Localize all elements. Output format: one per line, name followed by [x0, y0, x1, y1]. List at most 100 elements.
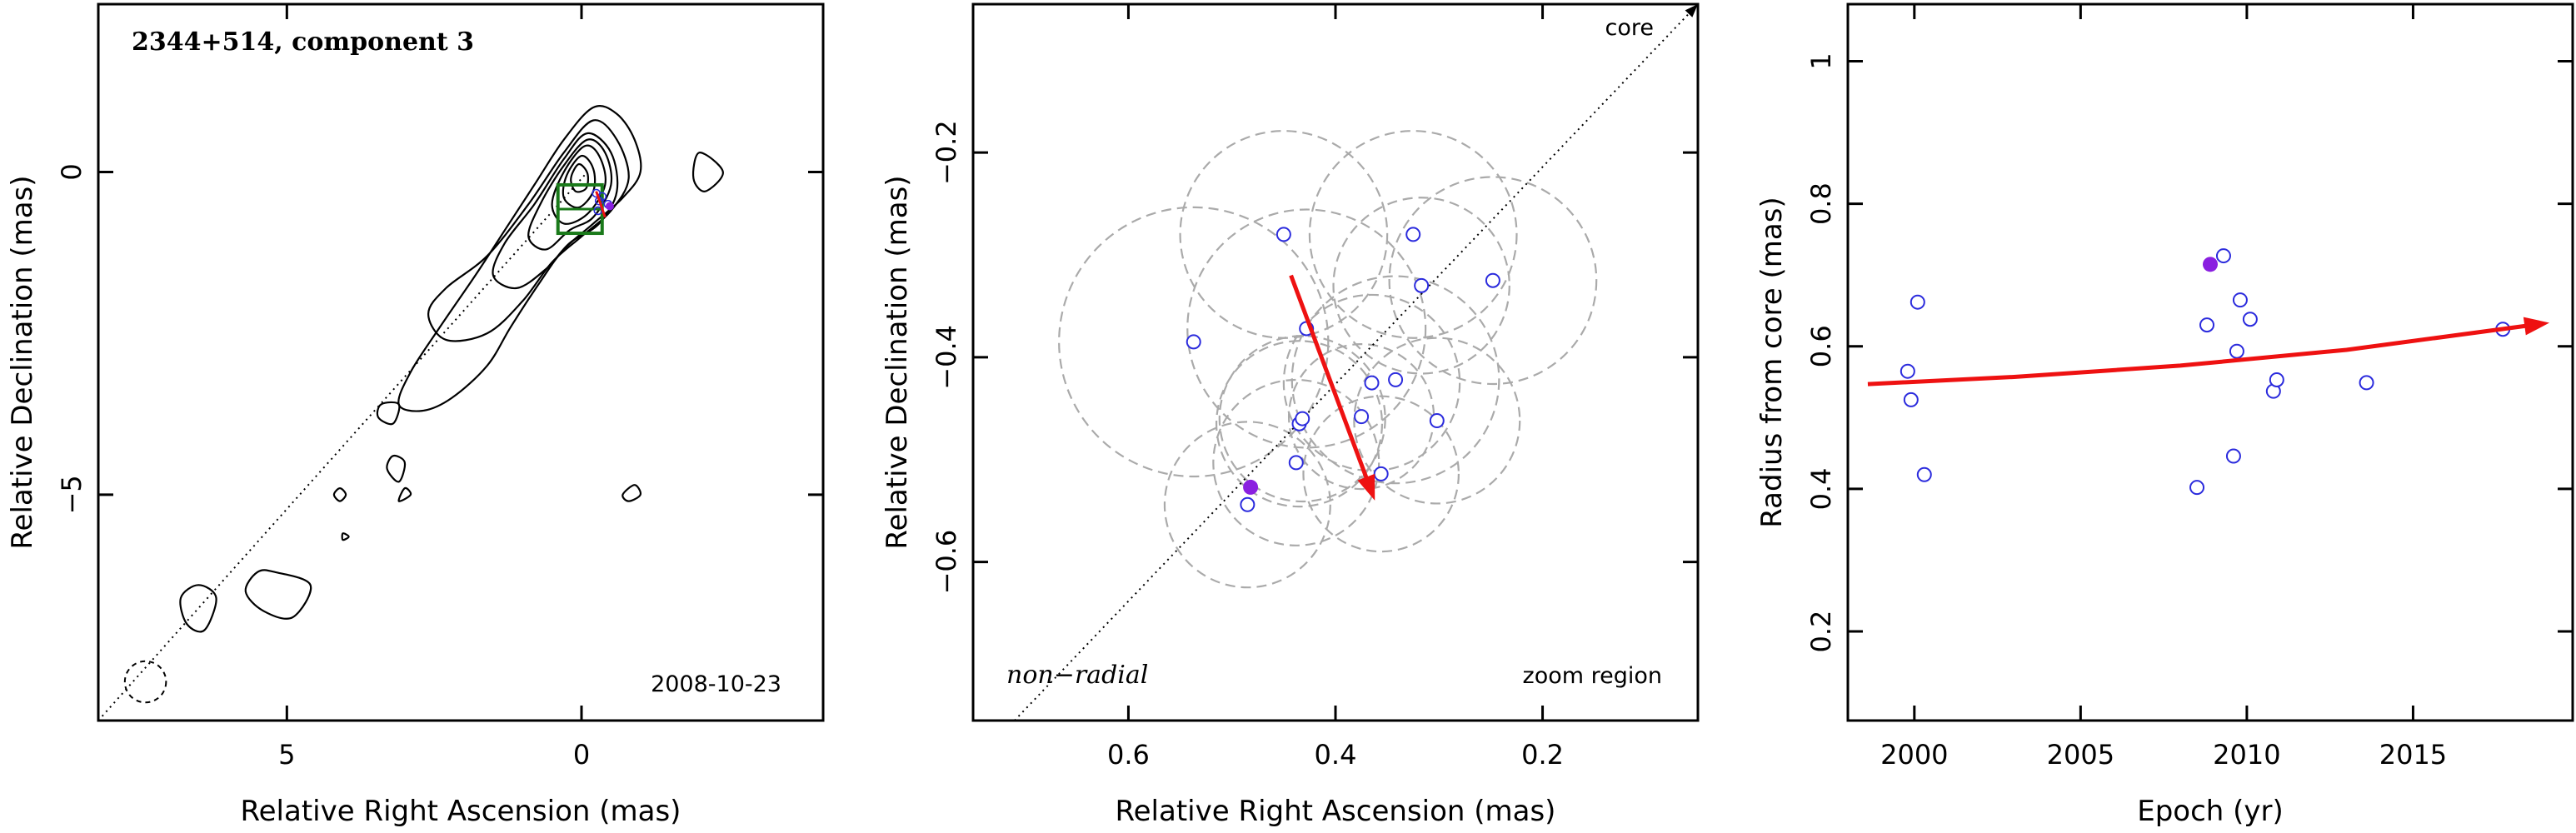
p3-data-point	[2225, 448, 2241, 464]
p1-ticks: 5 0 0 −5	[56, 4, 823, 771]
p2-filled-point	[1243, 479, 1259, 495]
p1-ylabel: Relative Declination (mas)	[6, 175, 39, 549]
p3-ytick-label: 0.4	[1805, 467, 1837, 510]
p1-motion-arrow	[595, 191, 607, 218]
p3-fit-arrowhead	[2523, 317, 2550, 336]
p1-contour	[397, 486, 412, 502]
p2-motion-arrowhead	[1357, 473, 1375, 501]
p2-error-circle	[1302, 395, 1460, 553]
p2-xtick-label: 0.2	[1521, 739, 1564, 771]
p3-data-point	[2232, 292, 2248, 308]
p2-motion-arrow	[1289, 274, 1370, 485]
p1-contour	[692, 152, 724, 192]
p2-ytick-label: −0.2	[931, 120, 962, 185]
p3-ylabel: Radius from core (mas)	[1755, 197, 1789, 527]
p2-content	[1013, 4, 1698, 721]
p2-data-point	[1276, 227, 1291, 242]
p3-ytick-label: 0.2	[1805, 611, 1837, 653]
p3-filled-point	[2203, 257, 2218, 272]
p1-jet-axis-line	[98, 171, 588, 721]
p2-data-point	[1373, 466, 1389, 481]
p3-data-point	[2199, 317, 2215, 333]
p1-contour	[179, 584, 217, 633]
p1-contour	[527, 138, 613, 251]
p2-data-point	[1364, 375, 1380, 391]
p1-contour	[562, 154, 597, 209]
p1-contour	[622, 484, 642, 502]
p2-nonradial-label: non−radial	[1006, 661, 1148, 690]
p3-xtick-label: 2000	[1880, 739, 1948, 771]
p1-frame	[97, 2, 825, 722]
p2-data-point	[1186, 334, 1201, 350]
p2-data-point	[1414, 277, 1430, 293]
p1-xtick-label: 0	[573, 739, 590, 771]
p2-data-point	[1429, 413, 1445, 429]
p1-contour	[397, 105, 642, 412]
p3-ytick-label: 0.6	[1805, 325, 1837, 367]
p1-xtick-label: 5	[278, 739, 295, 771]
p1-filled-point	[605, 202, 614, 211]
p2-xtick-label: 0.6	[1107, 739, 1150, 771]
p3-data-point	[1900, 363, 1915, 379]
p3-data-point	[2229, 343, 2244, 359]
p3-ytick-label: 0.8	[1805, 182, 1837, 225]
p2-error-circle	[1388, 176, 1598, 386]
p3-ytick-label: 1	[1805, 52, 1837, 69]
p3-data-point	[2269, 372, 2284, 387]
p3-data-point	[2242, 312, 2258, 327]
p2-error-circle	[1332, 197, 1510, 375]
p2-data-point	[1405, 227, 1421, 242]
p1-ytick-label: −5	[56, 475, 87, 514]
p1-ytick-label: 0	[56, 163, 87, 180]
p1-contour	[551, 144, 607, 225]
p1-date-label: 2008-10-23	[651, 671, 781, 697]
p1-title: 2344+514, component 3	[132, 27, 474, 57]
panel-contour-map: 5 0 0 −5 2344+514, component 3 2008-10-23 R…	[6, 2, 825, 828]
p2-error-circle	[1212, 378, 1380, 546]
p1-contour	[341, 532, 350, 541]
p2-error-circle	[1058, 206, 1330, 478]
p3-data-point	[2215, 248, 2231, 264]
p2-ytick-label: −0.4	[931, 325, 962, 390]
p2-data-point	[1240, 496, 1256, 512]
p1-contour	[376, 401, 401, 426]
p2-core-arrowhead	[1685, 4, 1698, 17]
p3-data-point	[2359, 375, 2374, 391]
p3-data-point	[1903, 392, 1919, 407]
panel-radius-epoch: 2000 2005 2010 2015 0.2 0.4 0.6 0.8 1 Epoch (yr)…	[1755, 2, 2574, 828]
p3-data-point	[1910, 294, 1925, 310]
p2-error-circle	[1215, 340, 1384, 508]
p1-xlabel: Relative Right Ascension (mas)	[241, 795, 681, 828]
p2-error-circle	[1186, 208, 1427, 449]
p2-error-circle	[1308, 130, 1518, 339]
p2-error-circle	[1282, 293, 1461, 472]
p2-core-label: core	[1605, 15, 1654, 41]
p1-contour	[427, 119, 630, 342]
p2-error-circle	[1218, 335, 1386, 503]
p3-data-point	[1916, 466, 1932, 482]
p1-content	[98, 105, 724, 721]
p2-ytick-label: −0.6	[931, 530, 962, 595]
p2-xlabel: Relative Right Ascension (mas)	[1116, 795, 1556, 828]
p3-xtick-label: 2005	[2047, 739, 2114, 771]
panel-zoom-scatter: 0.6 0.4 0.2 −0.2 −0.4 −0.6 core non−radial zo…	[881, 2, 1700, 828]
p1-contour	[244, 569, 312, 620]
p3-fit-curve	[1867, 323, 2529, 387]
p2-data-point	[1388, 372, 1404, 387]
p2-data-point	[1288, 455, 1304, 471]
p2-plot-area	[1013, 4, 1698, 721]
p3-data-point	[2189, 480, 2205, 496]
p2-xtick-label: 0.4	[1315, 739, 1357, 771]
p2-error-circle	[1353, 337, 1521, 505]
p3-xtick-label: 2015	[2379, 739, 2447, 771]
p2-zoom-label: zoom region	[1523, 663, 1662, 689]
p2-jet-axis-line	[1013, 4, 1698, 721]
p3-ticks: 2000 2005 2010 2015 0.2 0.4 0.6 0.8 1	[1805, 4, 2573, 771]
p1-beam-circle	[123, 660, 167, 704]
p2-frame	[971, 2, 1700, 722]
p2-data-point	[1295, 411, 1310, 426]
p3-frame	[1846, 2, 2574, 722]
p1-contour	[332, 486, 347, 502]
p1-contour	[492, 132, 619, 290]
